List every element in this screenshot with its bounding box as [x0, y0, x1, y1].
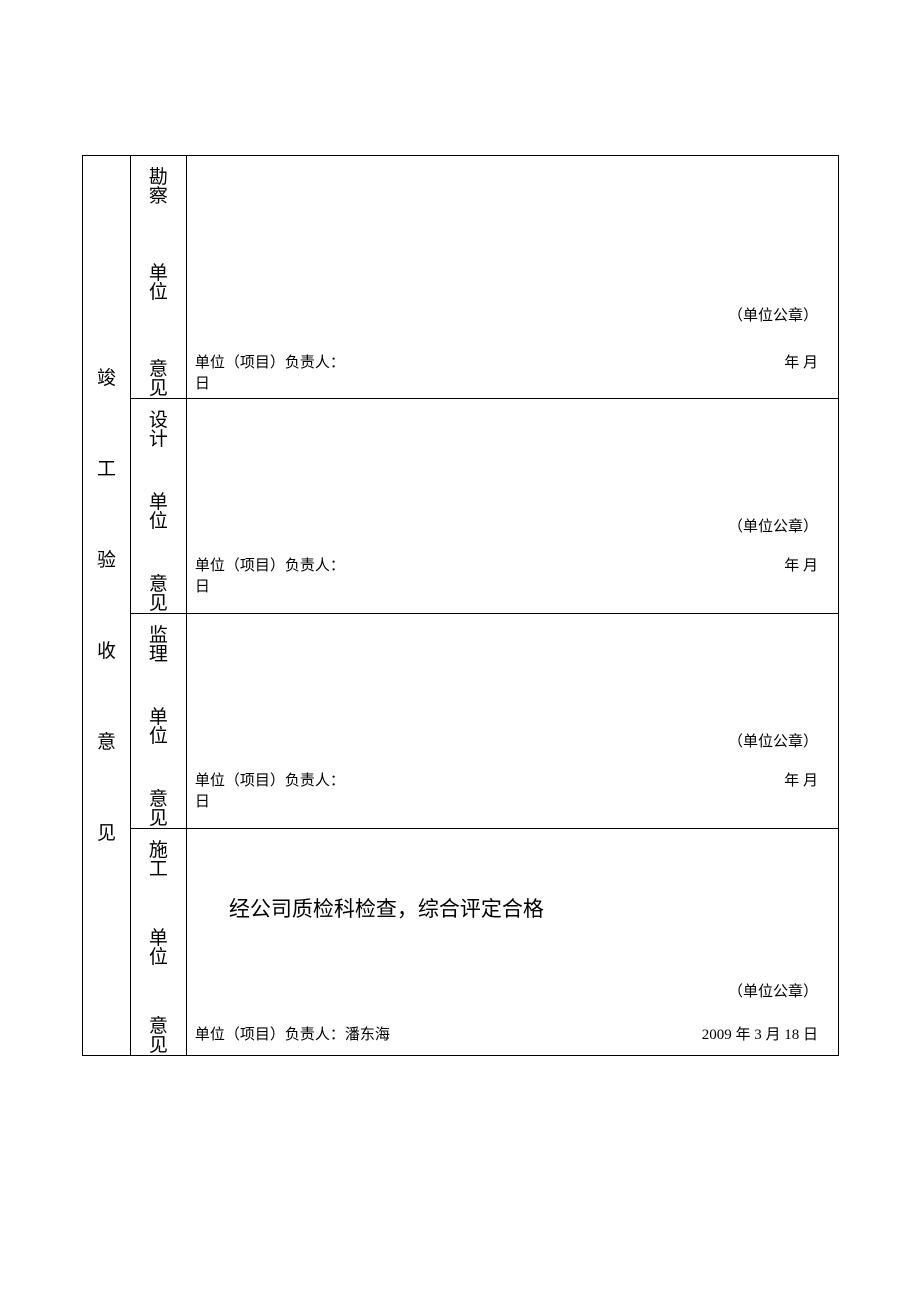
- left-header-cell: 竣 工 验 收 意 见: [83, 156, 131, 1056]
- left-char: 工: [97, 460, 116, 479]
- date-text: 年 月: [784, 554, 818, 575]
- survey-unit-label-cell: 勘察 单位 意见: [130, 156, 186, 399]
- seal-label: （单位公章）: [728, 730, 818, 751]
- construction-unit-label-cell: 施工 单位 意见: [130, 829, 186, 1056]
- left-header-vertical: 竣 工 验 收 意 见: [83, 313, 130, 899]
- day-label: 日: [195, 575, 210, 596]
- supervision-unit-content-cell: （单位公章） 单位（项目）负责人： 年 月 日: [186, 614, 838, 829]
- seal-label: （单位公章）: [728, 980, 818, 1001]
- construction-unit-content-cell: 经公司质检科检查，综合评定合格 （单位公章） 单位（项目）负责人：潘东海 200…: [186, 829, 838, 1056]
- person-date-row: 单位（项目）负责人：潘东海 2009 年 3 月 18 日: [195, 1023, 818, 1044]
- date-text: 年 月: [784, 351, 818, 372]
- left-char: 见: [97, 824, 116, 843]
- design-unit-label-cell: 设计 单位 意见: [130, 399, 186, 614]
- date-text: 2009 年 3 月 18 日: [702, 1023, 818, 1044]
- acceptance-opinion-table: 竣 工 验 收 意 见 勘察 单位 意见 （单位公章） 单位（项目）负责人： 年…: [82, 155, 839, 1056]
- seal-label: （单位公章）: [728, 304, 818, 325]
- survey-unit-content-cell: （单位公章） 单位（项目）负责人： 年 月 日: [186, 156, 838, 399]
- seal-label: （单位公章）: [728, 515, 818, 536]
- day-label: 日: [195, 790, 210, 811]
- person-label: 单位（项目）负责人：: [195, 769, 345, 790]
- left-char: 验: [97, 551, 116, 570]
- design-unit-vertical-label: 设计 单位 意见: [131, 411, 186, 613]
- survey-unit-vertical-label: 勘察 单位 意见: [131, 168, 186, 398]
- person-date-row: 单位（项目）负责人： 年 月: [195, 554, 818, 575]
- left-char: 收: [97, 642, 116, 661]
- design-unit-content-cell: （单位公章） 单位（项目）负责人： 年 月 日: [186, 399, 838, 614]
- left-char: 意: [97, 733, 116, 752]
- left-char: 竣: [97, 369, 116, 388]
- person-label: 单位（项目）负责人：潘东海: [195, 1023, 390, 1044]
- day-label: 日: [195, 372, 210, 393]
- supervision-unit-label-cell: 监理 单位 意见: [130, 614, 186, 829]
- supervision-unit-vertical-label: 监理 单位 意见: [131, 626, 186, 828]
- person-date-row: 单位（项目）负责人： 年 月: [195, 769, 818, 790]
- person-label: 单位（项目）负责人：: [195, 351, 345, 372]
- construction-unit-vertical-label: 施工 单位 意见: [131, 841, 186, 1055]
- person-date-row: 单位（项目）负责人： 年 月: [195, 351, 818, 372]
- date-text: 年 月: [784, 769, 818, 790]
- person-label: 单位（项目）负责人：: [195, 554, 345, 575]
- construction-content: 经公司质检科检查，综合评定合格: [229, 893, 544, 923]
